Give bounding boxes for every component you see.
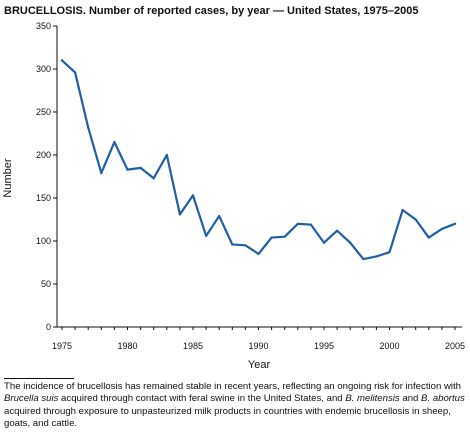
y-tick-label: 50 bbox=[41, 279, 51, 289]
data-point-1978 bbox=[100, 171, 103, 175]
data-point-2003 bbox=[427, 236, 430, 239]
data-point-1983 bbox=[165, 153, 168, 157]
x-axis-label: Year bbox=[248, 359, 271, 371]
x-tick-label: 2005 bbox=[445, 341, 465, 351]
data-point-1975 bbox=[60, 59, 64, 62]
data-point-1994 bbox=[309, 223, 312, 226]
data-point-1998 bbox=[362, 257, 365, 261]
y-axis-ticks: 0 50 100 150 200 250 300 350 bbox=[36, 21, 57, 332]
x-tick-label: 2000 bbox=[379, 341, 399, 351]
footnote-italic-species: B. abortus bbox=[421, 393, 465, 405]
data-point-2002 bbox=[414, 218, 417, 221]
data-point-1997 bbox=[349, 241, 352, 244]
data-point-2004 bbox=[440, 227, 443, 231]
y-tick-label: 350 bbox=[36, 21, 51, 31]
data-point-1987 bbox=[218, 214, 221, 218]
data-point-1976 bbox=[74, 71, 77, 74]
data-point-1984 bbox=[178, 213, 181, 216]
y-axis-label: Number bbox=[2, 158, 14, 197]
footnote-text: acquired through exposure to unpasteuriz… bbox=[4, 405, 451, 429]
y-tick-label: 150 bbox=[36, 193, 51, 203]
data-point-1988 bbox=[231, 243, 234, 246]
x-tick-label: 1995 bbox=[314, 341, 334, 351]
x-axis-ticks: 1975 1980 1985 1990 1995 2000 2005 bbox=[52, 327, 465, 351]
data-point-2005 bbox=[453, 222, 457, 225]
x-tick-label: 1975 bbox=[52, 341, 72, 351]
x-tick-label: 1980 bbox=[117, 341, 137, 351]
footnote-text: The incidence of brucellosis has remaine… bbox=[4, 381, 462, 392]
data-point-1992 bbox=[283, 235, 286, 238]
footnote: The incidence of brucellosis has remaine… bbox=[4, 381, 466, 430]
data-point-2001 bbox=[401, 208, 404, 212]
data-point-1996 bbox=[336, 229, 339, 232]
data-point-1981 bbox=[139, 166, 142, 169]
y-tick-label: 100 bbox=[36, 236, 51, 246]
data-point-1995 bbox=[322, 241, 326, 244]
data-point-1985 bbox=[191, 194, 195, 197]
data-point-1990 bbox=[257, 252, 260, 255]
y-tick-label: 300 bbox=[36, 64, 51, 74]
data-point-1979 bbox=[113, 141, 116, 144]
data-point-1982 bbox=[152, 177, 155, 180]
data-points bbox=[60, 59, 457, 261]
y-tick-label: 0 bbox=[46, 322, 51, 332]
footnote-divider bbox=[4, 378, 74, 379]
data-point-2000 bbox=[388, 251, 391, 254]
data-point-1989 bbox=[244, 244, 247, 247]
footnote-italic-species: Brucella suis bbox=[4, 393, 59, 405]
data-point-1980 bbox=[126, 168, 129, 171]
data-point-1993 bbox=[296, 222, 299, 225]
data-point-1999 bbox=[375, 255, 378, 258]
y-tick-label: 200 bbox=[36, 150, 51, 160]
data-point-1977 bbox=[87, 126, 90, 129]
x-tick-label: 1985 bbox=[183, 341, 203, 351]
chart-title: BRUCELLOSIS. Number of reported cases, b… bbox=[4, 5, 419, 17]
footnote-text: and bbox=[399, 393, 422, 405]
x-tick-label: 1990 bbox=[248, 341, 268, 351]
data-point-1991 bbox=[270, 236, 273, 239]
data-point-1986 bbox=[205, 234, 208, 237]
footnote-italic-species: B. melitensis bbox=[345, 393, 400, 405]
footnote-text: acquired through contact with feral swin… bbox=[58, 393, 346, 405]
series-line bbox=[60, 59, 457, 261]
y-tick-label: 250 bbox=[36, 107, 51, 117]
